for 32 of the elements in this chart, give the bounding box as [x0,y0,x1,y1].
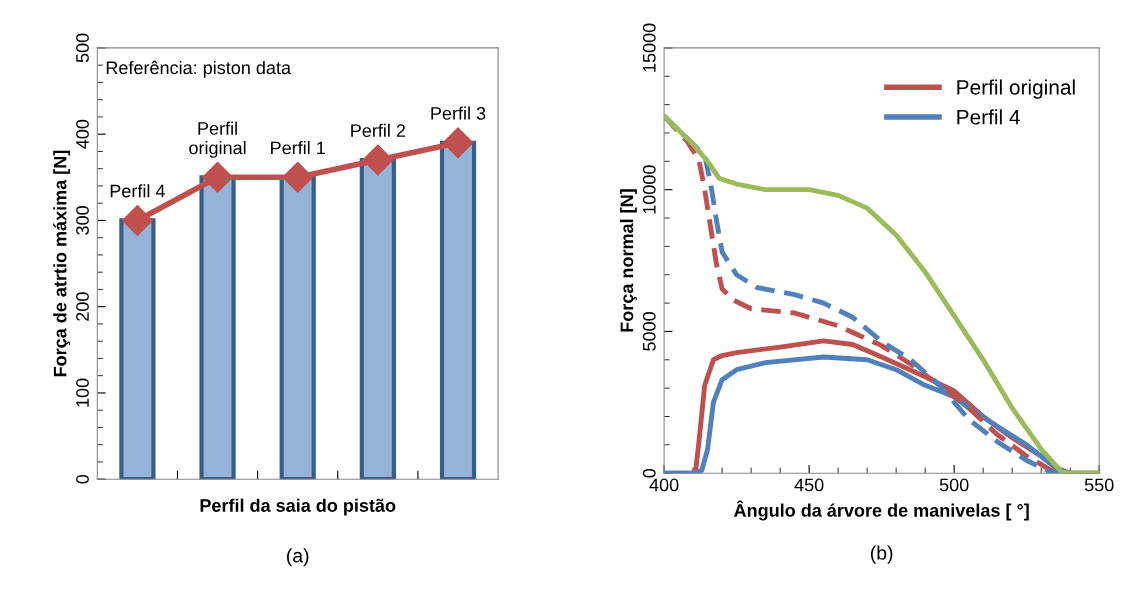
y-tick-label: 400 [76,119,89,149]
text: (b) [870,545,893,564]
point [121,205,153,236]
text: (a) [287,548,309,567]
x-tick-label: 450 [794,478,824,492]
point [362,144,394,176]
point [202,161,233,193]
y-tick-label: 100 [76,378,89,407]
y-tick-label: 500 [76,33,89,63]
category-label: Perfil 2 [351,123,406,138]
y-axis-title: Força normal [N] [620,189,637,332]
y-tick-label: 300 [76,206,89,235]
x-tick-label: 550 [1084,478,1114,492]
legend-label: Perfil 4 [957,109,1020,125]
y-tick-label: 15000 [642,23,656,72]
category-label: Perfil 3 [431,106,486,120]
category-label: Perfil 4 [110,184,165,198]
category-label: Perfil original [189,121,246,158]
x-tick-label: 500 [939,478,969,492]
y-tick-label: 10000 [642,165,656,214]
y-tick-label: 5000 [642,312,656,351]
category-label: Perfil 1 [271,141,325,155]
x-axis-title: Perfil da saia do pistão [200,498,396,516]
y-tick-label: 0 [642,468,656,478]
y-tick-label: 200 [76,292,89,321]
legend-label: Perfil original [957,79,1075,99]
y-axis-title: Força de atrtio máxima [N] [53,150,71,377]
point [282,161,314,193]
point [442,127,474,159]
annotation: Referência: piston data [106,60,292,78]
y-tick-label: 0 [76,474,89,484]
x-axis-title: Ângulo da árvore de manivelas [ °] [734,500,1029,521]
